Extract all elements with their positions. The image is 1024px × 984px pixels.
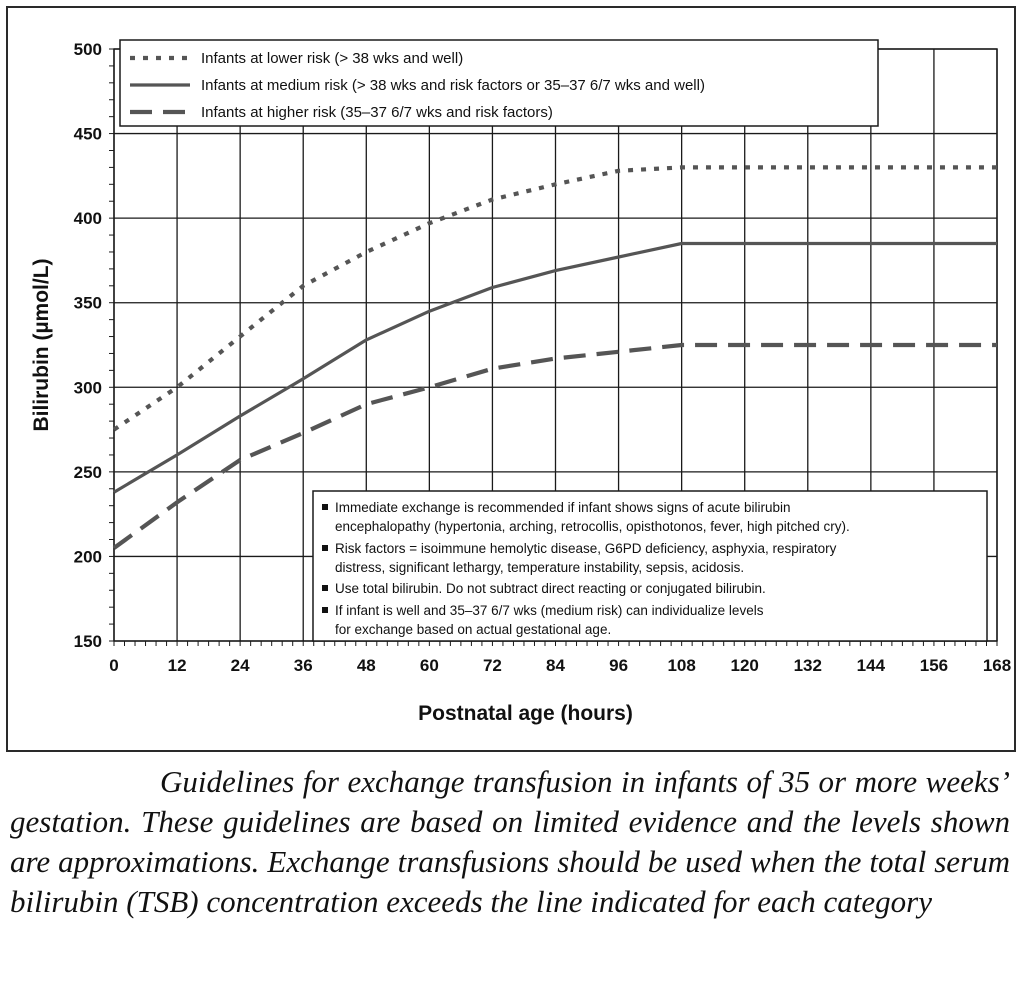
x-tick-label: 120 (731, 656, 759, 675)
y-tick-label: 450 (74, 125, 102, 144)
y-tick-label: 250 (74, 463, 102, 482)
legend-label: Infants at higher risk (35–37 6/7 wks an… (201, 104, 553, 121)
note-text: Risk factors = isoimmune hemolytic disea… (335, 541, 837, 556)
x-tick-label: 24 (231, 656, 250, 675)
x-tick-label: 0 (109, 656, 118, 675)
x-tick-label: 36 (294, 656, 313, 675)
x-tick-label: 156 (920, 656, 948, 675)
note-text: If infant is well and 35–37 6/7 wks (med… (335, 603, 764, 618)
y-tick-label: 150 (74, 632, 102, 651)
notes-box-border (312, 490, 988, 642)
x-tick-label: 96 (609, 656, 628, 675)
x-tick-label: 108 (667, 656, 695, 675)
note-bullet (322, 585, 328, 591)
axes: 0 12 24 36 48 60 72 84 96 108 120 132 144 156 168 150 20… (30, 40, 1011, 725)
series-line-dotted (112, 165, 997, 432)
y-tick-label: 300 (74, 378, 102, 397)
note-text: Immediate exchange is recommended if inf… (335, 500, 791, 515)
note-bullet (322, 504, 328, 510)
y-tick-label: 200 (74, 547, 102, 566)
series-lines (112, 165, 997, 550)
x-tick-label: 12 (168, 656, 187, 675)
legend: Infants at lower risk (> 38 wks and well… (119, 39, 879, 127)
notes-box: Immediate exchange is recommended if inf… (312, 490, 988, 642)
legend-label: Infants at lower risk (> 38 wks and well… (201, 50, 463, 67)
figure-caption: Guidelines for exchange transfusion in i… (10, 764, 1010, 919)
x-tick-label: 84 (546, 656, 565, 675)
x-tick-label: 132 (794, 656, 822, 675)
x-axis-title: Postnatal age (hours) (418, 702, 633, 725)
series-line-dashed (112, 342, 997, 550)
note-bullet (322, 545, 328, 551)
note-text: Use total bilirubin. Do not subtract dir… (335, 581, 766, 596)
legend-label: Infants at medium risk (> 38 wks and ris… (201, 77, 705, 94)
note-text: distress, significant lethargy, temperat… (335, 560, 744, 575)
y-axis-title: Bilirubin (µmol/L) (30, 258, 53, 431)
y-tick-label: 500 (74, 40, 102, 59)
note-text: for exchange based on actual gestational… (335, 622, 611, 637)
series-line-solid (113, 241, 997, 494)
y-tick-label: 350 (74, 294, 102, 313)
y-tick-label: 400 (74, 209, 102, 228)
legend-box (119, 39, 879, 127)
x-tick-label: 72 (483, 656, 502, 675)
x-tick-label: 48 (357, 656, 376, 675)
bilirubin-chart: 0 12 24 36 48 60 72 84 96 108 120 132 144 156 168 150 20… (30, 39, 1011, 725)
note-bullet (322, 607, 328, 613)
x-tick-label: 60 (420, 656, 439, 675)
x-tick-label: 144 (857, 656, 886, 675)
note-text: encephalopathy (hypertonia, arching, ret… (335, 519, 850, 534)
x-tick-label: 168 (983, 656, 1011, 675)
